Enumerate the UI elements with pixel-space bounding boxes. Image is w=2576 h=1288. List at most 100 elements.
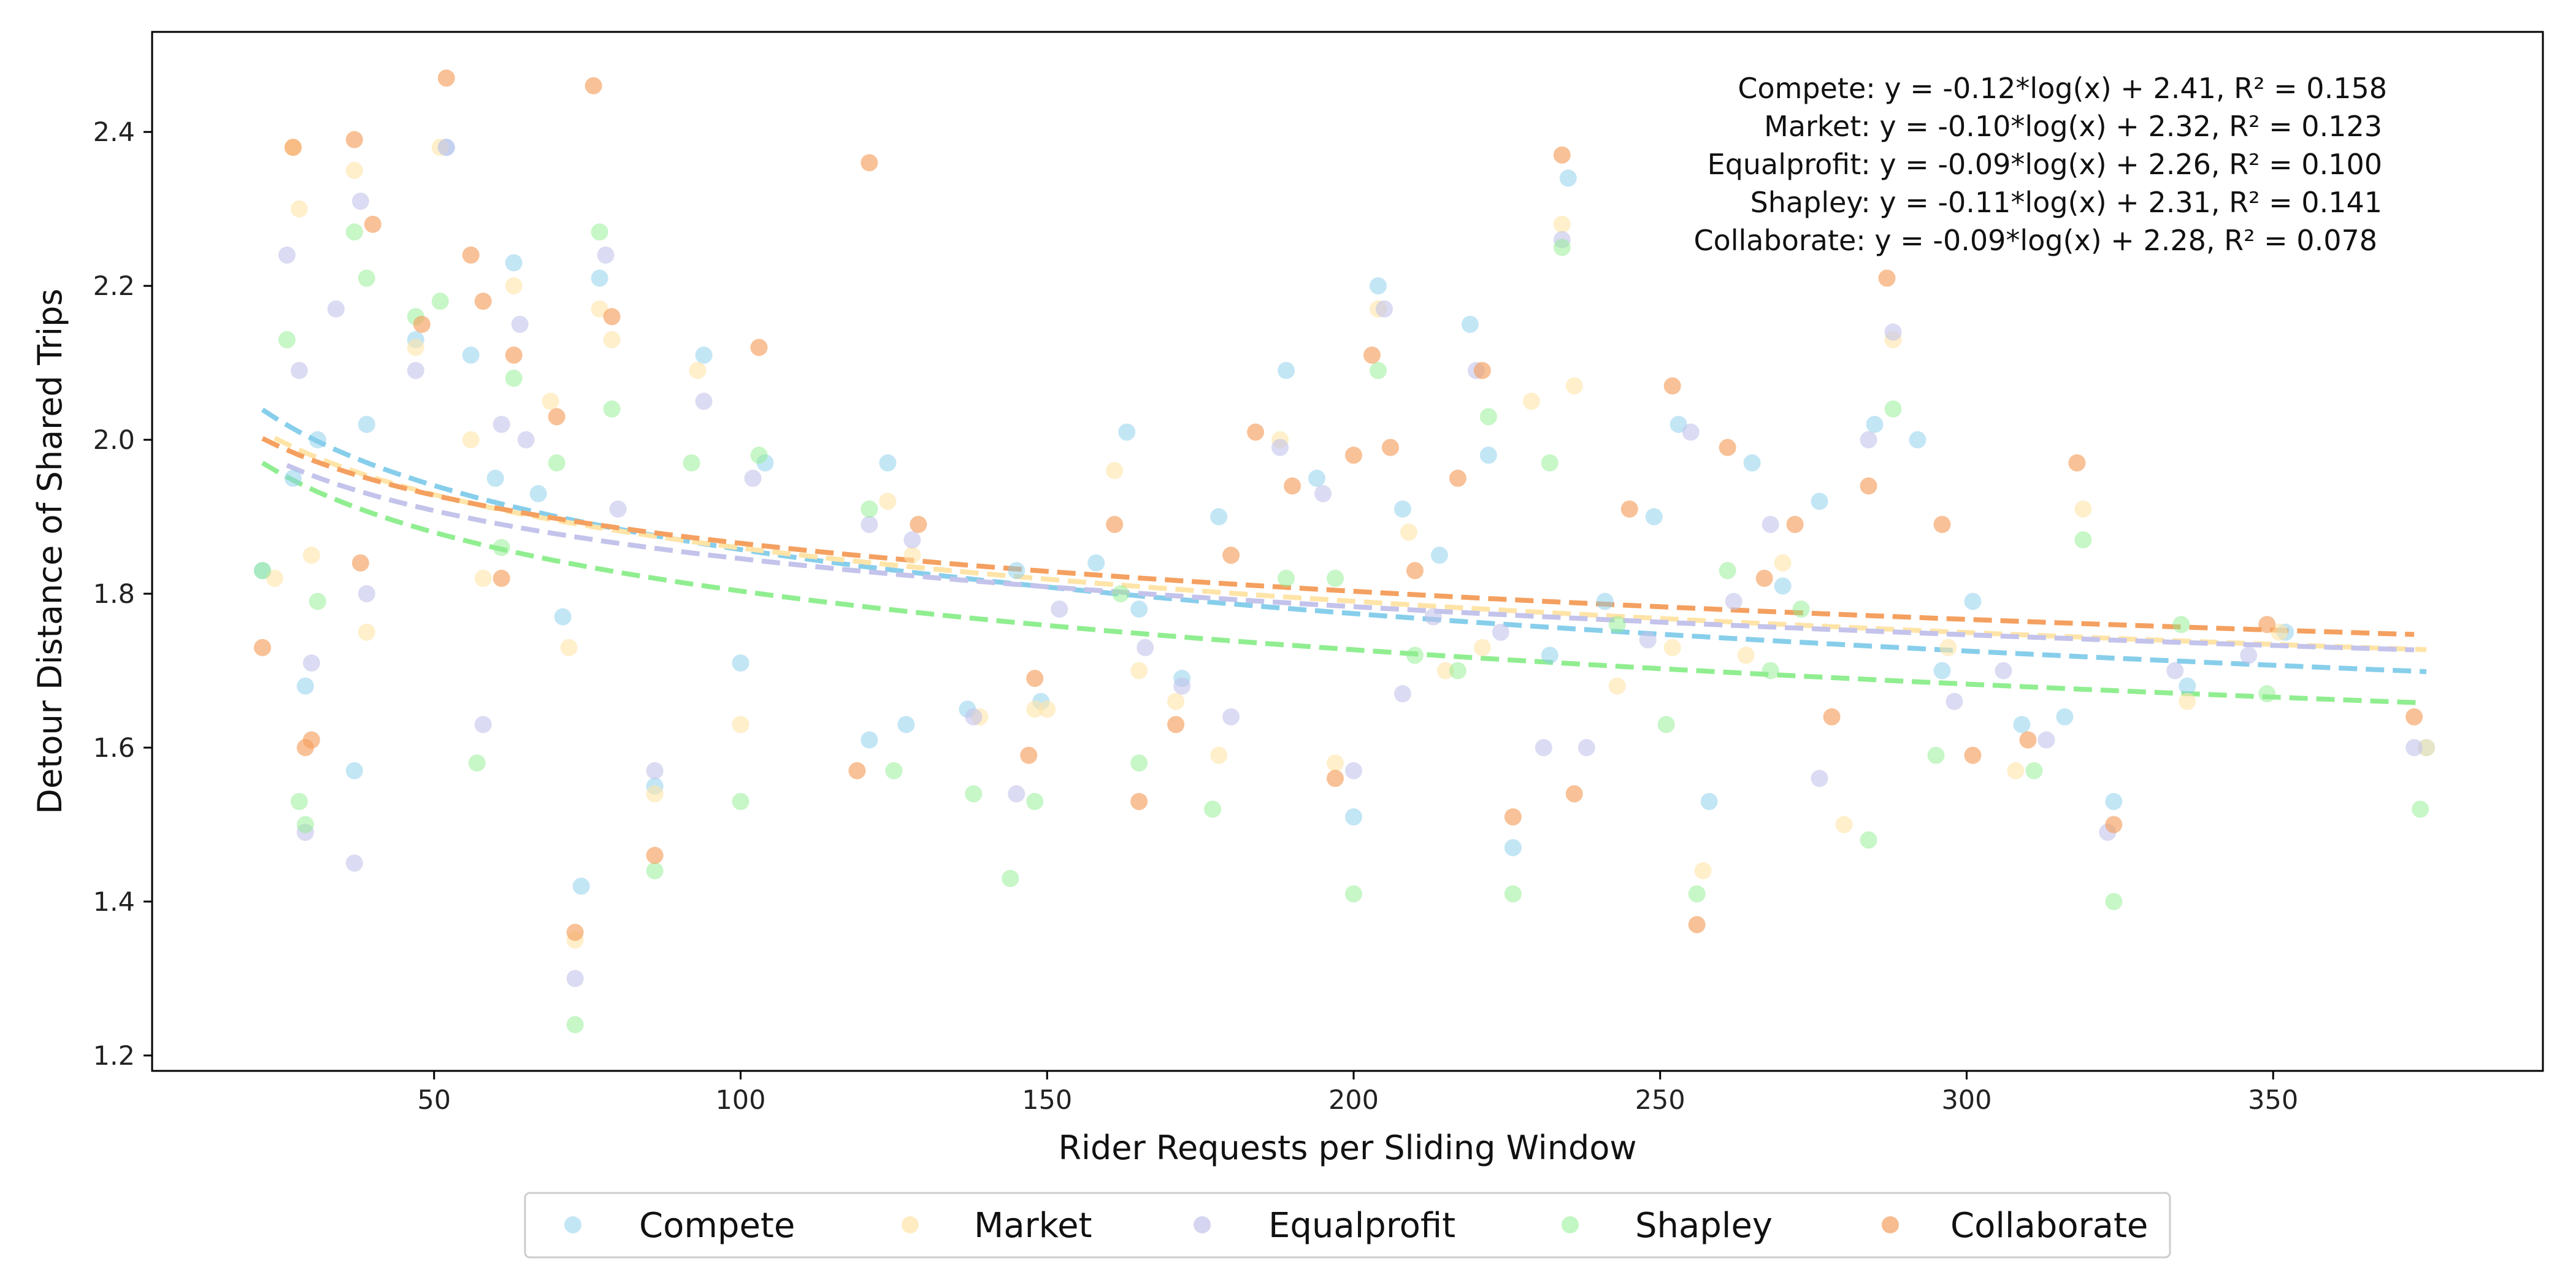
point-market xyxy=(1130,662,1148,680)
point-shapley xyxy=(493,539,510,556)
point-equalprofit xyxy=(1222,708,1240,726)
point-compete xyxy=(462,347,480,364)
point-collaborate xyxy=(1167,716,1185,734)
point-compete xyxy=(1479,447,1497,464)
y-tick-label: 1.8 xyxy=(93,579,135,610)
point-market xyxy=(603,331,621,348)
x-axis-label: Rider Requests per Sliding Window xyxy=(1058,1129,1636,1167)
point-shapley xyxy=(861,500,878,518)
point-collaborate xyxy=(1247,423,1265,441)
point-shapley xyxy=(2412,800,2429,818)
x-tick-label: 150 xyxy=(1022,1085,1072,1116)
point-compete xyxy=(1596,592,1614,610)
point-compete xyxy=(1087,554,1105,572)
point-collaborate xyxy=(1130,792,1148,810)
series-equalprofit xyxy=(278,139,2423,987)
point-market xyxy=(689,362,707,380)
point-market xyxy=(345,161,363,179)
point-market xyxy=(2418,738,2436,756)
point-collaborate xyxy=(1406,562,1424,580)
plot-frame xyxy=(151,31,2544,1072)
point-shapley xyxy=(1449,662,1466,680)
point-compete xyxy=(1393,500,1411,518)
point-equalprofit xyxy=(965,708,983,726)
point-collaborate xyxy=(1106,516,1124,534)
point-compete xyxy=(2013,716,2031,734)
point-collaborate xyxy=(603,308,621,326)
point-compete xyxy=(1210,508,1228,526)
y-tick-label: 1.4 xyxy=(93,887,135,918)
point-market xyxy=(462,431,480,449)
point-market xyxy=(879,493,897,510)
point-compete xyxy=(861,731,878,749)
point-market xyxy=(290,200,308,218)
point-shapley xyxy=(1204,800,1222,818)
fit-line-shapley xyxy=(261,461,2421,705)
point-collaborate xyxy=(1473,362,1491,380)
point-market xyxy=(1167,692,1185,710)
point-compete xyxy=(1933,662,1951,680)
point-collaborate xyxy=(861,154,878,172)
point-equalprofit xyxy=(290,362,308,380)
point-equalprofit xyxy=(437,139,455,156)
legend: Compete Market Equalprofit Shapley Colla… xyxy=(524,1192,2171,1259)
legend-item-market: Market xyxy=(902,1206,1092,1246)
legend-item-collaborate: Collaborate xyxy=(1882,1206,2148,1246)
point-collaborate xyxy=(462,246,480,264)
point-equalprofit xyxy=(861,516,878,534)
point-equalprofit xyxy=(1424,608,1442,626)
point-collaborate xyxy=(1663,377,1681,395)
point-compete xyxy=(1964,592,1982,610)
point-shapley xyxy=(1884,400,1902,418)
point-collaborate xyxy=(2105,816,2123,834)
point-compete xyxy=(1700,792,1718,810)
point-collaborate xyxy=(1504,808,1522,826)
point-shapley xyxy=(1860,831,1877,849)
point-market xyxy=(2074,500,2092,518)
point-collaborate xyxy=(2019,731,2037,749)
point-collaborate xyxy=(1933,516,1951,534)
point-collaborate xyxy=(474,293,492,310)
point-collaborate xyxy=(1688,916,1706,933)
point-equalprofit xyxy=(1682,423,1700,441)
point-collaborate xyxy=(848,762,866,780)
point-shapley xyxy=(2258,685,2276,703)
point-shapley xyxy=(1406,646,1424,664)
fit-line-collaborate xyxy=(261,436,2415,637)
point-market xyxy=(1835,816,1853,834)
legend-frame xyxy=(524,1192,2171,1259)
point-market xyxy=(474,569,492,587)
point-equalprofit xyxy=(1137,638,1154,656)
point-market xyxy=(1436,662,1454,680)
point-shapley xyxy=(1112,585,1130,603)
point-shapley xyxy=(309,592,326,610)
fit-lines xyxy=(261,407,2427,705)
point-equalprofit xyxy=(2240,646,2258,664)
point-collaborate xyxy=(1222,546,1240,564)
point-compete xyxy=(695,347,713,364)
x-axis: 50 100 150 200 250 300 350 xyxy=(417,1071,2298,1116)
point-collaborate xyxy=(351,554,369,572)
point-collaborate xyxy=(1565,785,1583,803)
point-compete xyxy=(572,877,590,895)
x-tick-label: 200 xyxy=(1328,1085,1379,1116)
point-collaborate xyxy=(345,131,363,148)
point-shapley xyxy=(566,1016,584,1033)
point-shapley xyxy=(1541,454,1558,472)
point-shapley xyxy=(1657,716,1675,734)
point-collaborate xyxy=(1878,269,1896,287)
point-equalprofit xyxy=(695,393,713,410)
point-compete xyxy=(1504,839,1522,857)
point-shapley xyxy=(278,331,296,348)
point-collaborate xyxy=(1284,477,1301,495)
point-collaborate xyxy=(1964,746,1982,764)
point-equalprofit xyxy=(1393,685,1411,703)
point-equalprofit xyxy=(1173,677,1191,695)
point-collaborate xyxy=(750,339,768,356)
annotation-market: Market: y = -0.10*log(x) + 2.32, R² = 0.… xyxy=(1764,110,2382,143)
point-equalprofit xyxy=(407,362,424,380)
annotation-equalprofit: Equalprofit: y = -0.09*log(x) + 2.26, R²… xyxy=(1708,148,2382,181)
point-compete xyxy=(1645,508,1663,526)
point-compete xyxy=(2179,677,2196,695)
